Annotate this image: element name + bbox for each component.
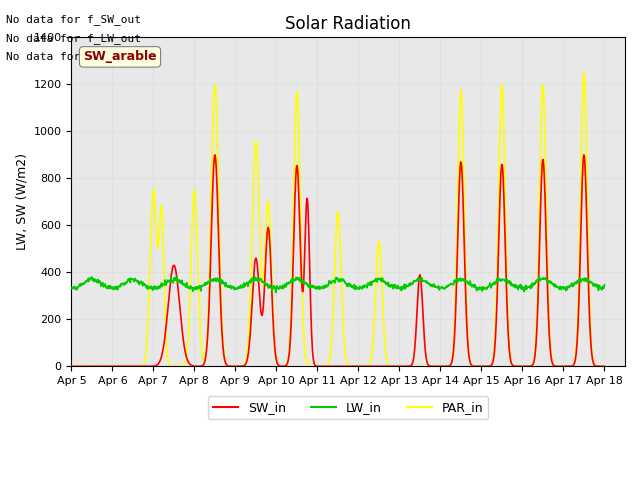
Text: No data for f_SW_out: No data for f_SW_out: [6, 14, 141, 25]
Legend: SW_in, LW_in, PAR_in: SW_in, LW_in, PAR_in: [208, 396, 488, 420]
Y-axis label: LW, SW (W/m2): LW, SW (W/m2): [15, 153, 28, 251]
Text: SW_arable: SW_arable: [83, 50, 157, 63]
Title: Solar Radiation: Solar Radiation: [285, 15, 411, 33]
Text: No data for f_LW_out: No data for f_LW_out: [6, 33, 141, 44]
Text: No data for f_PAR_out: No data for f_PAR_out: [6, 51, 148, 62]
